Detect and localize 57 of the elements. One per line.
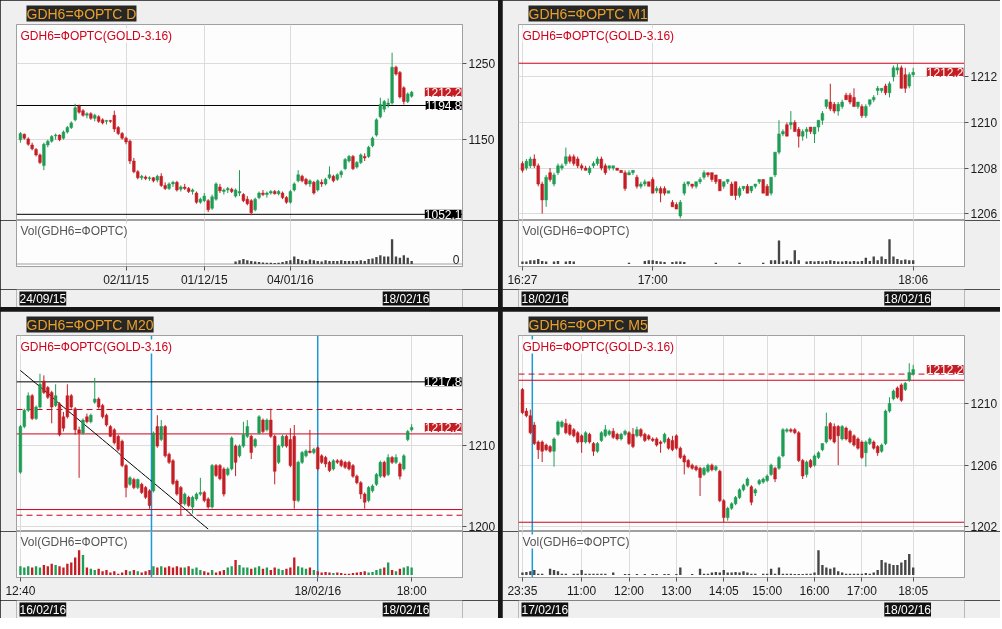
chart-subtitle: GDH6=ФОРТС(GOLD-3.16) (522, 28, 675, 43)
chart-title: GDH6=ФОРТС M1 (528, 5, 649, 22)
text: 1212,2 (926, 65, 964, 80)
x-tick-label: 17:00 (637, 272, 669, 287)
text: 1212,2 (424, 420, 462, 435)
ref-line-label: 0 (452, 253, 460, 268)
ref-line-label: 1217,8 (424, 375, 462, 390)
text: 1212,2 (926, 362, 964, 377)
x-tick-label: 13:00 (661, 583, 692, 598)
x-tick-label: 17:00 (846, 583, 878, 598)
x-tick-label: 04/01/16 (267, 272, 315, 287)
x-tick-label: 23:35 (507, 583, 538, 598)
text: 18/02/16 (382, 602, 430, 617)
y-tick-label: 1150 (468, 133, 495, 148)
chart-title: Vol(GDH6=ФОРТС) (20, 534, 128, 549)
chart-subtitle: GDH6=ФОРТС(GOLD-3.16) (20, 28, 173, 43)
chart-title: Vol(GDH6=ФОРТС) (522, 223, 630, 238)
x-tick-label: 18:00 (396, 583, 427, 598)
x-tick-label: 15:00 (752, 583, 783, 598)
x-tick-label: 18:06 (898, 272, 929, 287)
text: 18/02/16 (521, 291, 569, 306)
y-tick-label: 1206 (970, 458, 998, 473)
chart-title: Vol(GDH6=ФОРТС) (20, 223, 128, 238)
x-tick-label: 14:05 (708, 583, 740, 598)
chart-title: GDH6=ФОРТС D (26, 5, 137, 22)
text: 18/02/16 (382, 291, 430, 306)
y-tick-label: 1250 (468, 56, 496, 71)
x-tick-label: 16:27 (507, 272, 538, 287)
text: 17/02/16 (521, 602, 569, 617)
y-tick-label: 1202 (970, 520, 998, 535)
y-tick-label: 1200 (468, 520, 496, 535)
y-tick-label: 1206 (970, 207, 998, 222)
x-tick-label: 16:00 (799, 583, 830, 598)
ref-line-label: 1194,8 (425, 98, 462, 113)
x-tick-label: 11:00 (567, 583, 597, 598)
text: 1212,2 (424, 85, 462, 100)
chart-title: GDH6=ФОРТС M20 (26, 316, 154, 333)
x-tick-label: 02/11/15 (103, 272, 150, 287)
chart-title: Vol(GDH6=ФОРТС) (522, 534, 630, 549)
x-tick-label: 18:05 (898, 583, 929, 598)
x-tick-label: 18/02/16 (294, 583, 342, 598)
y-tick-label: 1210 (970, 396, 998, 411)
y-tick-label: 1210 (468, 438, 496, 453)
text: 24/09/15 (19, 291, 67, 306)
y-tick-label: 1210 (970, 116, 998, 130)
x-tick-label: 12:00 (614, 583, 645, 598)
chart-subtitle: GDH6=ФОРТС(GOLD-3.16) (20, 339, 173, 354)
text: 18/02/16 (884, 291, 932, 306)
chart-title: GDH6=ФОРТС M5 (528, 316, 649, 333)
x-tick-label: 12:40 (5, 583, 36, 598)
ref-line-label: 1052,1 (424, 207, 462, 222)
y-tick-label: 1208 (970, 161, 998, 176)
text: 18/02/16 (884, 602, 932, 617)
x-tick-label: 01/12/15 (180, 272, 228, 287)
text: 16/02/16 (19, 602, 67, 617)
chart-subtitle: GDH6=ФОРТС(GOLD-3.16) (522, 339, 675, 354)
y-tick-label: 1212 (970, 70, 998, 85)
